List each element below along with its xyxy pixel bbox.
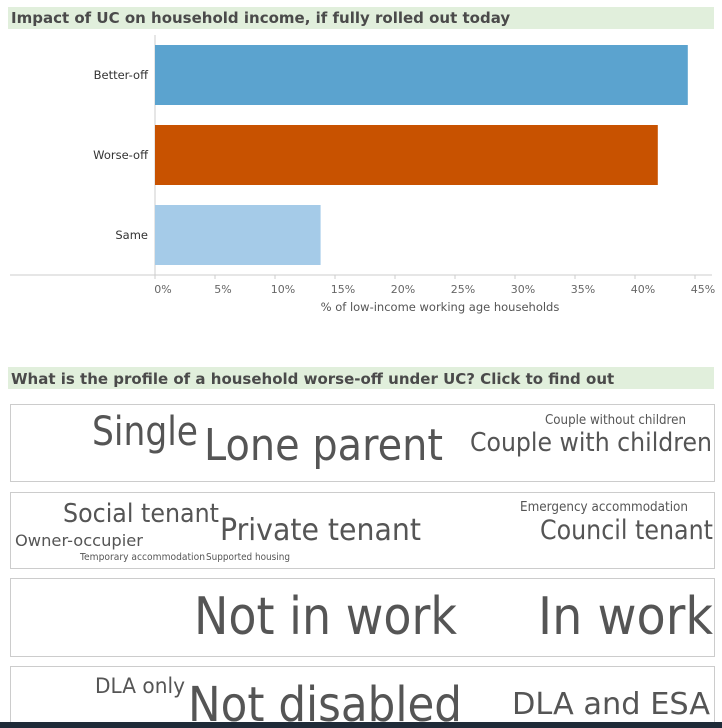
bar[interactable] [155,125,658,185]
word[interactable]: Temporary accommodation [79,552,205,563]
word[interactable]: Social tenant [63,499,219,529]
word[interactable]: Not in work [194,587,457,647]
panel [10,666,715,728]
word[interactable]: Not disabled [188,677,462,728]
title-band [8,367,714,389]
word[interactable]: DLA only [95,674,185,698]
x-tick-label: 0% [154,283,171,296]
x-tick-label: 30% [511,283,535,296]
word[interactable]: Couple without children [545,413,686,428]
word[interactable]: Supported housing [206,552,290,563]
word[interactable]: Council tenant [540,515,713,546]
y-tick-label: Better-off [94,68,149,82]
panel [10,404,715,482]
panel [10,492,715,569]
y-tick-label: Same [115,228,148,242]
word[interactable]: Lone parent [204,420,443,471]
x-tick-label: 40% [631,283,655,296]
word[interactable]: In work [538,587,713,647]
x-tick-label: 5% [214,283,231,296]
word[interactable]: Emergency accommodation [520,500,688,515]
chart-title: Impact of UC on household income, if ful… [11,9,510,27]
bar[interactable] [155,205,321,265]
y-tick-label: Worse-off [93,148,149,162]
bar[interactable] [155,45,688,105]
word[interactable]: Single [92,409,198,455]
word[interactable]: Couple with children [470,428,712,458]
panel [10,578,715,657]
word[interactable]: Owner-occupier [15,531,143,550]
x-tick-label: 25% [451,283,475,296]
bottom-strip [0,722,722,728]
title-band [8,7,714,29]
x-tick-label: 15% [331,283,355,296]
word[interactable]: Private tenant [220,513,421,548]
x-tick-label: 45% [691,283,715,296]
x-tick-label: 35% [571,283,595,296]
x-tick-label: 20% [391,283,415,296]
word[interactable]: DLA and ESA [512,687,710,722]
section-title: What is the profile of a household worse… [11,370,614,388]
x-axis-title: % of low-income working age households [321,300,560,314]
x-tick-label: 10% [271,283,295,296]
